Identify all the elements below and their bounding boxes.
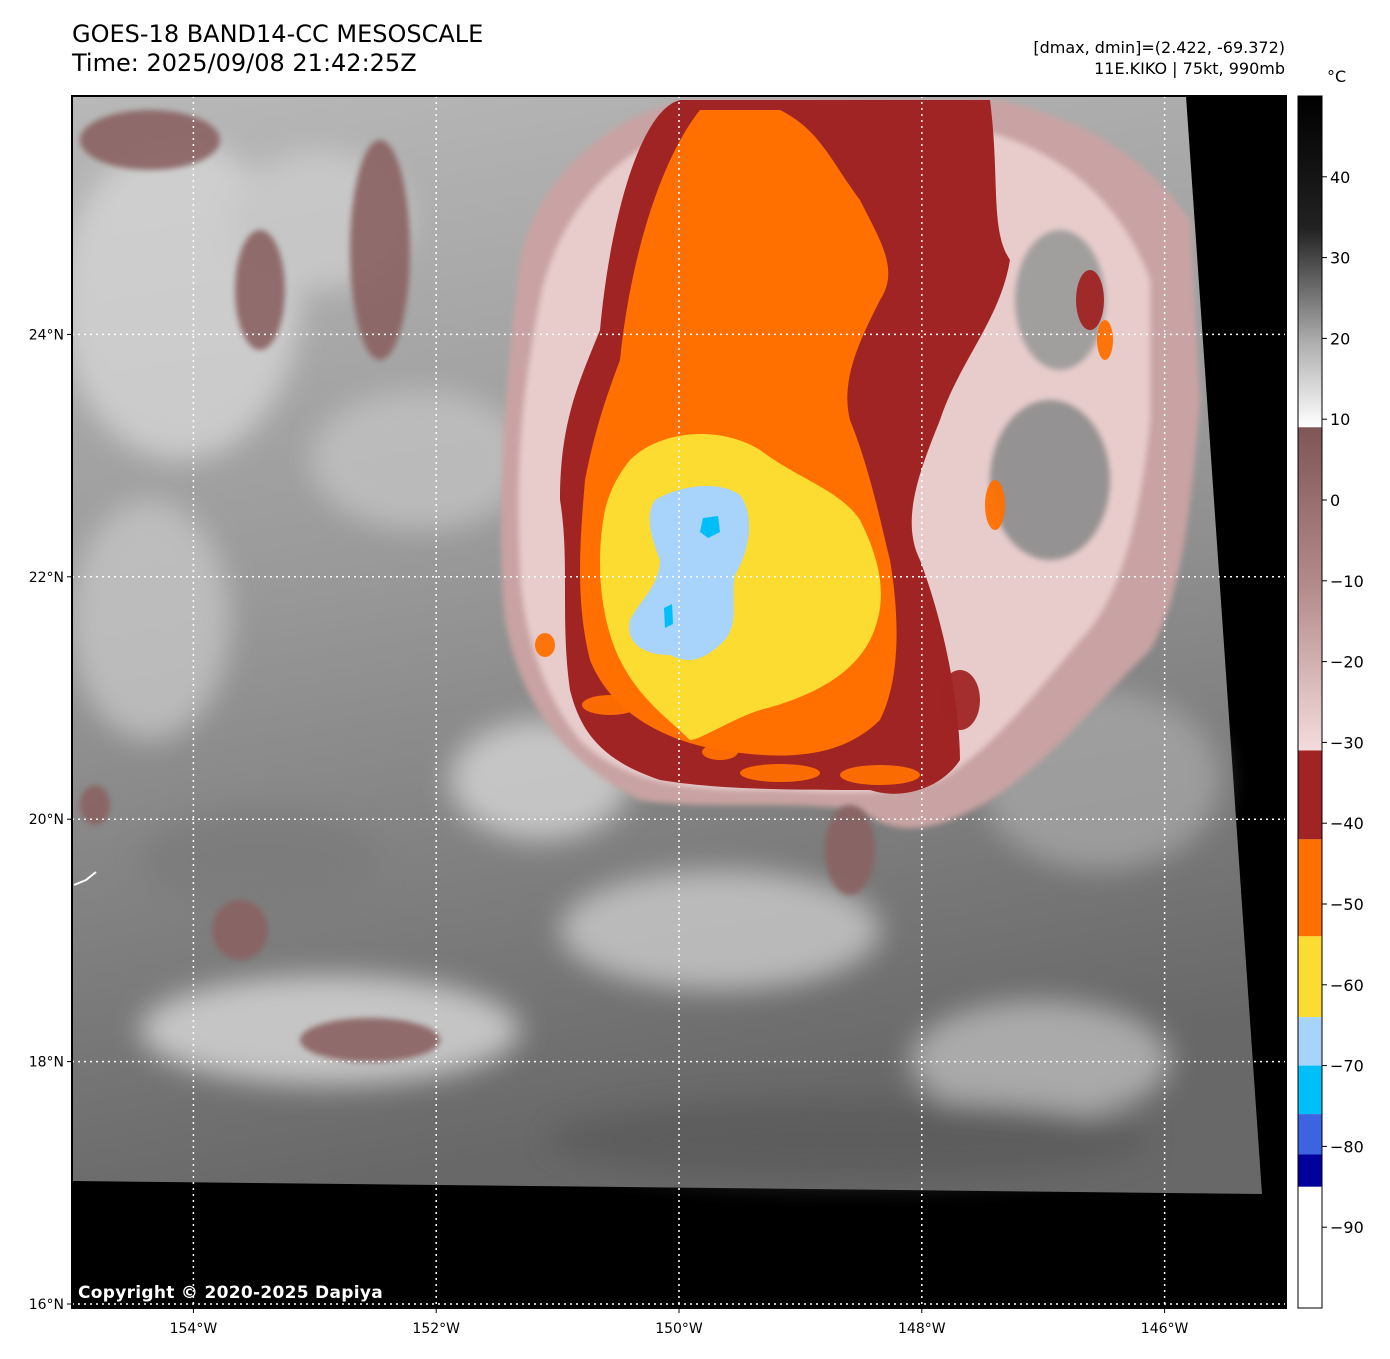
- colorbar-frame: [1297, 95, 1323, 1309]
- graticule: [72, 96, 1286, 1308]
- latitude-labels: 24°N 22°N 20°N 18°N 16°N: [29, 327, 72, 1313]
- colorbar-tick-label: 10: [1330, 410, 1350, 429]
- colorbar-tick-label: 0: [1330, 491, 1340, 510]
- colorbar-band: [1298, 1017, 1322, 1066]
- colorbar-band: [1298, 839, 1322, 937]
- lat-label: 18°N: [29, 1055, 64, 1071]
- colorbar: 40 30 20 10 0 −10 −20 −30 −40 −50 −60 −70 −80 −90: [1297, 95, 1364, 1309]
- title-product: GOES-18 BAND14-CC MESOSCALE: [72, 20, 484, 48]
- colorbar-band: [1298, 1154, 1322, 1187]
- temperature-range: [dmax, dmin]=(2.422, -69.372): [1033, 38, 1285, 57]
- copyright-text: Copyright © 2020-2025 Dapiya: [78, 1283, 383, 1303]
- colorbar-tick-label: −60: [1330, 976, 1364, 995]
- lat-label: 22°N: [29, 570, 64, 586]
- colorbar-tick-label: 40: [1330, 168, 1350, 187]
- colorbar-band: [1298, 750, 1322, 840]
- colorbar-tick-label: −70: [1330, 1057, 1364, 1076]
- lon-label: 148°W: [898, 1321, 946, 1337]
- lon-label: 152°W: [412, 1321, 460, 1337]
- lon-label: 150°W: [655, 1321, 703, 1337]
- lat-label: 20°N: [29, 812, 64, 828]
- colorbar-tick-label: −90: [1330, 1218, 1364, 1237]
- lat-label: 24°N: [29, 327, 64, 343]
- colorbar-tick-label: −20: [1330, 653, 1364, 672]
- colorbar-band: [1298, 1065, 1322, 1115]
- colorbar-tick-label: −10: [1330, 572, 1364, 591]
- colorbar-band: [1298, 96, 1322, 428]
- colorbar-band: [1298, 1114, 1322, 1155]
- image-title: GOES-18 BAND14-CC MESOSCALE Time: 2025/0…: [72, 20, 483, 78]
- colorbar-tick-label: −40: [1330, 814, 1364, 833]
- colorbar-band: [1298, 1186, 1322, 1308]
- image-info: [dmax, dmin]=(2.422, -69.372) 11E.KIKO |…: [1033, 37, 1285, 79]
- imagery: [72, 96, 1262, 1194]
- colorbar-tick-label: 20: [1330, 329, 1350, 348]
- lon-label: 146°W: [1141, 1321, 1189, 1337]
- colorbar-tick-label: 30: [1330, 249, 1350, 268]
- colorbar-tick-label: −80: [1330, 1137, 1364, 1156]
- lat-label: 16°N: [29, 1297, 64, 1313]
- longitude-labels: 154°W 152°W 150°W 148°W 146°W: [170, 1308, 1189, 1337]
- colorbar-tick-label: −30: [1330, 733, 1364, 752]
- colorbar-band: [1298, 427, 1322, 751]
- colorbar-band: [1298, 936, 1322, 1018]
- title-time: Time: 2025/09/08 21:42:25Z: [72, 49, 417, 77]
- colorbar-tick-label: −50: [1330, 895, 1364, 914]
- lon-label: 154°W: [170, 1321, 218, 1337]
- storm-info: 11E.KIKO | 75kt, 990mb: [1094, 59, 1285, 78]
- storm-cyan-region: [700, 516, 720, 538]
- colorbar-unit: °C: [1327, 67, 1347, 86]
